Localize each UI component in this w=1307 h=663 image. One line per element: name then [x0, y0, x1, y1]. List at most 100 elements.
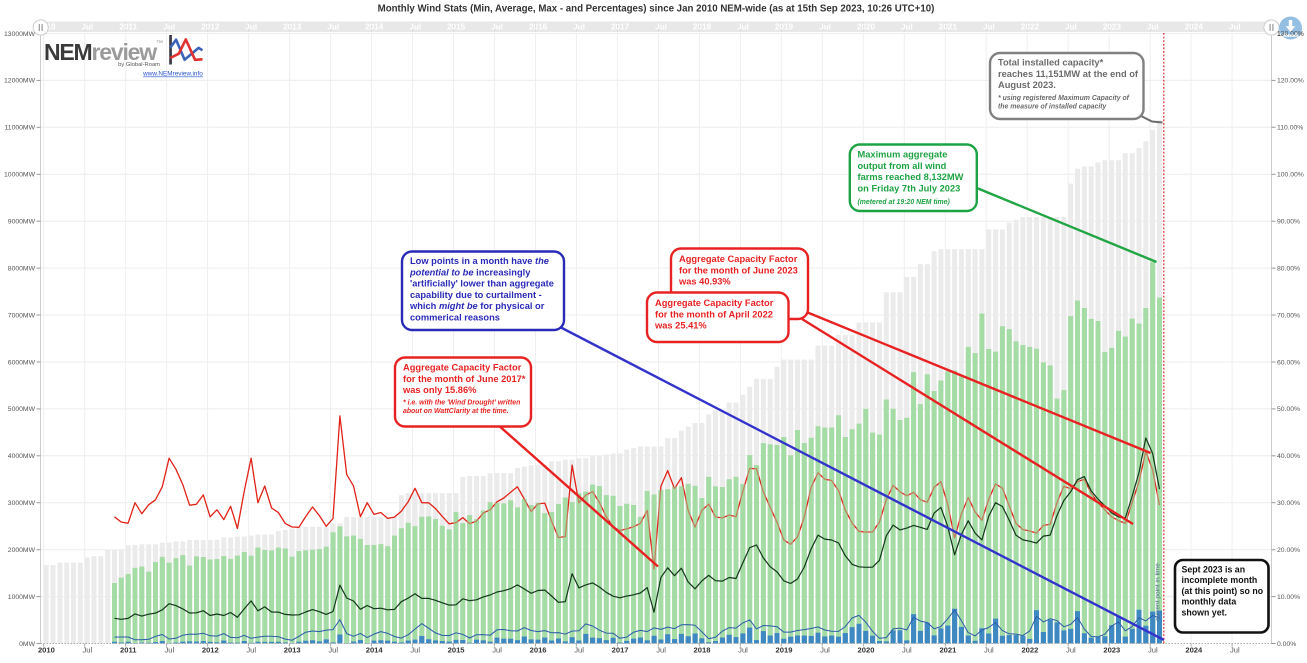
svg-text:50.00%: 50.00%: [1277, 406, 1300, 413]
svg-text:2012: 2012: [201, 23, 220, 32]
svg-text:August 2023.: August 2023.: [998, 80, 1056, 90]
svg-text:which might be for physical or: which might be for physical or: [409, 301, 545, 311]
svg-text:Jul: Jul: [327, 23, 339, 32]
svg-text:Jul: Jul: [1066, 646, 1076, 655]
svg-text:Jul: Jul: [656, 646, 666, 655]
svg-text:2024: 2024: [1185, 23, 1204, 32]
svg-text:2021: 2021: [939, 23, 958, 32]
svg-text:2014: 2014: [366, 646, 384, 655]
svg-text:2023: 2023: [1103, 23, 1122, 32]
svg-text:3000MW: 3000MW: [8, 500, 36, 507]
svg-text:2019: 2019: [776, 646, 793, 655]
svg-text:2011: 2011: [119, 23, 137, 32]
svg-text:commerical reasons: commerical reasons: [410, 313, 500, 323]
svg-text:2024: 2024: [1185, 646, 1203, 655]
svg-text:(at this point) so no: (at this point) so no: [1182, 586, 1264, 596]
svg-text:2012: 2012: [202, 646, 219, 655]
svg-text:20.00%: 20.00%: [1277, 547, 1300, 554]
svg-text:was only 15.86%: was only 15.86%: [402, 385, 477, 395]
svg-text:(metered at 19:20 NEM time): (metered at 19:20 NEM time): [858, 199, 951, 206]
svg-text:Jul: Jul: [1229, 23, 1241, 32]
svg-text:10.00%: 10.00%: [1277, 594, 1300, 601]
svg-text:Jul: Jul: [163, 23, 175, 32]
svg-text:Jul: Jul: [1147, 23, 1159, 32]
svg-text:2016: 2016: [530, 646, 547, 655]
svg-text:shown yet.: shown yet.: [1182, 607, 1227, 617]
svg-text:8000MW: 8000MW: [8, 265, 36, 272]
svg-text:on Friday 7th July 2023: on Friday 7th July 2023: [858, 184, 961, 194]
svg-text:Total installed capacity*: Total installed capacity*: [998, 58, 1104, 68]
svg-text:2018: 2018: [694, 646, 711, 655]
svg-text:80.00%: 80.00%: [1277, 265, 1300, 272]
svg-text:www.NEMreview.info: www.NEMreview.info: [142, 71, 203, 78]
svg-text:capability due to curtailment: capability due to curtailment -: [410, 290, 542, 300]
svg-text:Jul: Jul: [164, 646, 174, 655]
svg-text:Aggregate Capacity Factor: Aggregate Capacity Factor: [655, 298, 774, 308]
svg-text:Low points in a month have the: Low points in a month have the: [410, 256, 549, 266]
svg-text:7000MW: 7000MW: [8, 312, 36, 319]
svg-text:Jul: Jul: [902, 646, 912, 655]
svg-text:0.00%: 0.00%: [1277, 641, 1296, 648]
svg-text:by Global-Roam: by Global-Roam: [118, 62, 160, 68]
svg-text:4000MW: 4000MW: [8, 453, 36, 460]
svg-text:Jul: Jul: [81, 23, 93, 32]
svg-text:was 40.93%: was 40.93%: [678, 277, 731, 287]
svg-text:Maximum aggregate: Maximum aggregate: [858, 150, 948, 160]
svg-text:output from all wind: output from all wind: [858, 161, 947, 171]
svg-text:was 25.41%: was 25.41%: [654, 321, 707, 331]
svg-text:2017: 2017: [611, 23, 630, 32]
svg-text:monthly data: monthly data: [1182, 597, 1237, 607]
svg-text:10000MW: 10000MW: [4, 172, 36, 179]
svg-text:Aggregate Capacity Factor: Aggregate Capacity Factor: [403, 363, 522, 373]
svg-text:6000MW: 6000MW: [8, 359, 36, 366]
svg-text:2016: 2016: [529, 23, 548, 32]
svg-text:2018: 2018: [693, 23, 712, 32]
svg-text:2019: 2019: [775, 23, 794, 32]
svg-text:for the month of April 2022: for the month of April 2022: [655, 309, 773, 319]
svg-text:* using registered Maximum Ca: * using registered Maximum Capacity of: [998, 95, 1130, 102]
svg-text:11000MW: 11000MW: [5, 125, 36, 132]
svg-text:Jul: Jul: [574, 646, 584, 655]
svg-text:2020: 2020: [857, 23, 876, 32]
svg-text:2010: 2010: [38, 646, 55, 655]
svg-text:90.00%: 90.00%: [1277, 219, 1300, 226]
svg-text:Jul: Jul: [820, 646, 830, 655]
svg-text:Jul: Jul: [410, 646, 420, 655]
svg-text:Aggregate Capacity Factor: Aggregate Capacity Factor: [679, 254, 798, 264]
svg-text:1000MW: 1000MW: [8, 594, 36, 601]
svg-text:™: ™: [156, 40, 163, 47]
svg-text:120.00%: 120.00%: [1277, 78, 1304, 85]
svg-text:Jul: Jul: [573, 23, 585, 32]
svg-text:60.00%: 60.00%: [1277, 359, 1300, 366]
svg-text:2022: 2022: [1021, 23, 1040, 32]
svg-text:Jul: Jul: [82, 646, 92, 655]
svg-text:Jul: Jul: [983, 23, 995, 32]
svg-text:13000MW: 13000MW: [4, 31, 36, 38]
svg-text:Jul: Jul: [901, 23, 913, 32]
svg-text:* i.e. with the 'Wind Drought': * i.e. with the 'Wind Drought' written: [403, 400, 520, 407]
svg-text:Jul: Jul: [491, 23, 503, 32]
svg-text:Jul: Jul: [984, 646, 994, 655]
svg-text:Jul: Jul: [328, 646, 338, 655]
svg-text:Jul: Jul: [245, 23, 257, 32]
svg-text:'artificially' lower than aggr: 'artificially' lower than aggregate: [410, 279, 554, 289]
svg-text:about on WattClarity at the ti: about on WattClarity at the time.: [403, 408, 509, 415]
svg-text:12000MW: 12000MW: [4, 78, 36, 85]
svg-text:for the month of June 2023: for the month of June 2023: [679, 265, 798, 275]
svg-text:9000MW: 9000MW: [8, 219, 36, 226]
svg-text:reaches 11,151MW at the end of: reaches 11,151MW at the end of: [998, 69, 1139, 79]
svg-text:2013: 2013: [284, 646, 301, 655]
svg-text:2023: 2023: [1103, 646, 1120, 655]
svg-text:Jul: Jul: [492, 646, 502, 655]
svg-text:for the month of June 2017*: for the month of June 2017*: [403, 374, 526, 384]
svg-text:incomplete month: incomplete month: [1182, 575, 1258, 585]
svg-text:2021: 2021: [939, 646, 957, 655]
svg-text:2014: 2014: [365, 23, 384, 32]
svg-text:70.00%: 70.00%: [1277, 312, 1300, 319]
svg-text:2020: 2020: [858, 646, 875, 655]
svg-text:2022: 2022: [1021, 646, 1038, 655]
svg-text:100.00%: 100.00%: [1277, 172, 1304, 179]
svg-text:110.00%: 110.00%: [1277, 125, 1303, 132]
svg-text:2000MW: 2000MW: [8, 547, 36, 554]
svg-text:2013: 2013: [283, 23, 302, 32]
